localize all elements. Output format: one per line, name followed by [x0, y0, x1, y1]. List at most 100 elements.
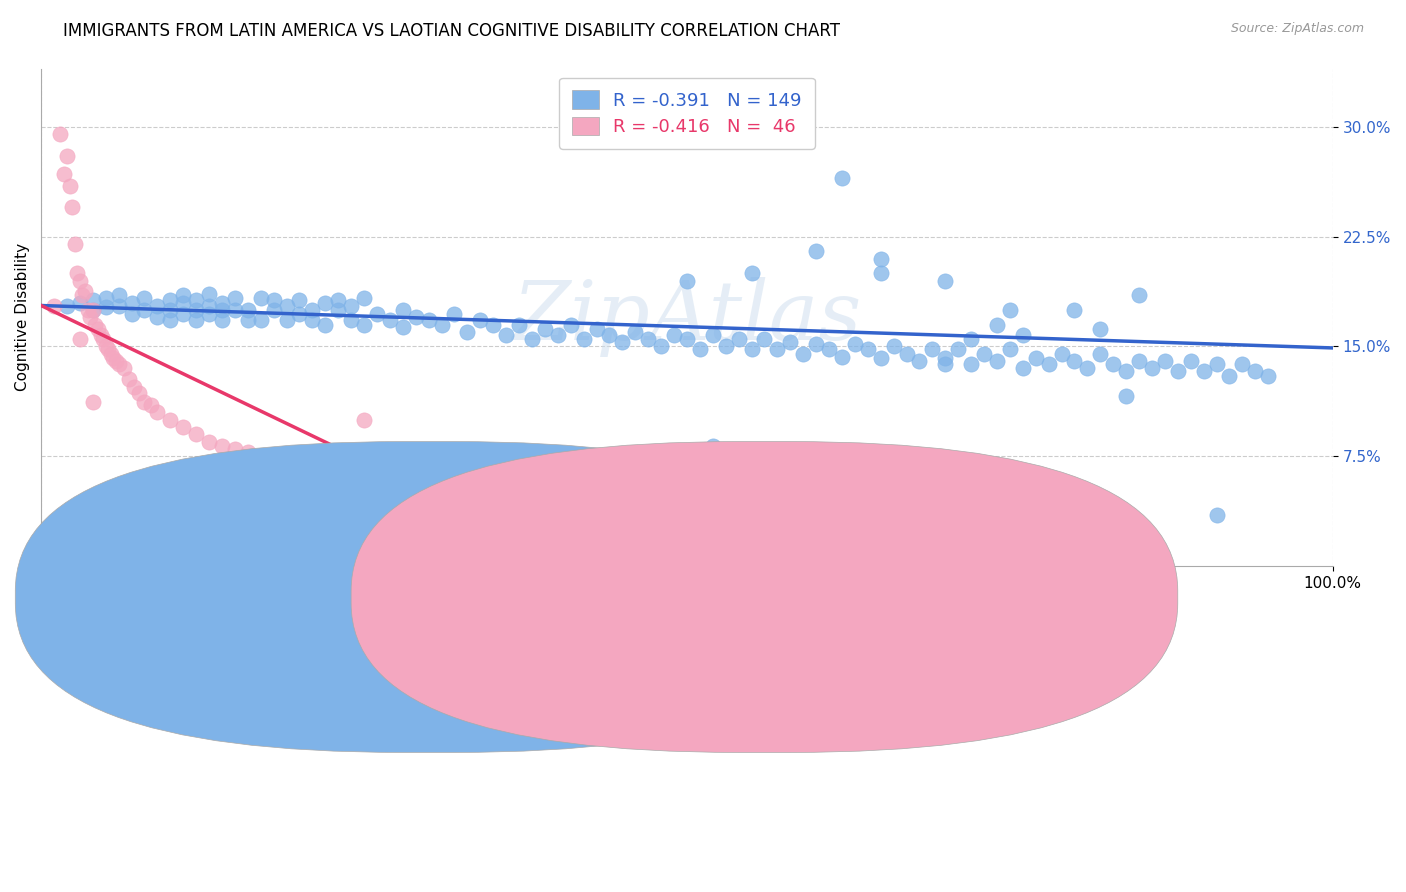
Point — [314, 295, 336, 310]
Point — [378, 313, 401, 327]
Point — [263, 293, 285, 307]
Point — [831, 350, 853, 364]
Point — [100, 347, 122, 361]
Point — [702, 327, 724, 342]
Point — [482, 318, 505, 332]
Point — [314, 318, 336, 332]
Point — [405, 310, 427, 325]
Legend: R = -0.391   N = 149, R = -0.416   N =  46: R = -0.391 N = 149, R = -0.416 N = 46 — [560, 78, 814, 149]
Text: IMMIGRANTS FROM LATIN AMERICA VS LAOTIAN COGNITIVE DISABILITY CORRELATION CHART: IMMIGRANTS FROM LATIN AMERICA VS LAOTIAN… — [63, 22, 841, 40]
Point — [1102, 357, 1125, 371]
Point — [443, 464, 465, 478]
Point — [94, 339, 117, 353]
Point — [105, 354, 128, 368]
Point — [94, 300, 117, 314]
Point — [754, 332, 776, 346]
Point — [63, 237, 86, 252]
Point — [702, 439, 724, 453]
Point — [94, 291, 117, 305]
Point — [211, 295, 233, 310]
Point — [456, 325, 478, 339]
Point — [56, 299, 79, 313]
Point — [921, 343, 943, 357]
Point — [340, 299, 363, 313]
Point — [172, 288, 194, 302]
Point — [1063, 302, 1085, 317]
Point — [391, 320, 413, 334]
Point — [1128, 288, 1150, 302]
Point — [960, 332, 983, 346]
Point — [1090, 322, 1112, 336]
Point — [585, 322, 607, 336]
Point — [159, 412, 181, 426]
Point — [960, 357, 983, 371]
Point — [1218, 368, 1240, 383]
Point — [727, 332, 749, 346]
Point — [42, 299, 65, 313]
Point — [612, 335, 634, 350]
Text: Source: ZipAtlas.com: Source: ZipAtlas.com — [1230, 22, 1364, 36]
Point — [1115, 389, 1137, 403]
Point — [1232, 357, 1254, 371]
Point — [184, 427, 207, 442]
Point — [560, 318, 582, 332]
Point — [224, 302, 246, 317]
Point — [508, 318, 530, 332]
Point — [896, 347, 918, 361]
Point — [934, 357, 956, 371]
Point — [598, 327, 620, 342]
Point — [224, 291, 246, 305]
Point — [1257, 368, 1279, 383]
Point — [211, 302, 233, 317]
Point — [82, 293, 104, 307]
FancyBboxPatch shape — [15, 442, 842, 753]
Point — [89, 327, 111, 342]
Point — [856, 343, 879, 357]
Point — [107, 288, 129, 302]
Point — [353, 412, 375, 426]
Point — [650, 339, 672, 353]
Point — [249, 449, 271, 463]
Point — [1192, 364, 1215, 378]
Point — [676, 274, 699, 288]
Point — [624, 325, 647, 339]
Point — [831, 171, 853, 186]
Point — [934, 351, 956, 366]
Point — [818, 343, 841, 357]
Point — [276, 299, 298, 313]
Point — [69, 295, 91, 310]
Point — [804, 244, 827, 259]
Point — [908, 354, 931, 368]
Point — [998, 343, 1021, 357]
Point — [73, 284, 96, 298]
Point — [69, 274, 91, 288]
Point — [1011, 327, 1033, 342]
Point — [236, 445, 259, 459]
Point — [184, 293, 207, 307]
Point — [1180, 354, 1202, 368]
Point — [82, 302, 104, 317]
Point — [1011, 361, 1033, 376]
Point — [107, 357, 129, 371]
Point — [340, 474, 363, 488]
Point — [779, 335, 801, 350]
Point — [998, 302, 1021, 317]
Point — [869, 252, 891, 266]
Point — [198, 286, 221, 301]
Point — [534, 322, 557, 336]
Point — [1038, 357, 1060, 371]
Point — [1063, 354, 1085, 368]
Point — [76, 302, 98, 317]
Point — [91, 332, 114, 346]
Point — [883, 339, 905, 353]
Y-axis label: Cognitive Disability: Cognitive Disability — [15, 244, 30, 392]
Point — [172, 307, 194, 321]
Point — [547, 327, 569, 342]
Point — [1205, 508, 1227, 522]
Point — [198, 307, 221, 321]
Point — [328, 302, 350, 317]
Point — [301, 313, 323, 327]
Point — [198, 299, 221, 313]
Point — [948, 343, 970, 357]
Point — [79, 310, 101, 325]
